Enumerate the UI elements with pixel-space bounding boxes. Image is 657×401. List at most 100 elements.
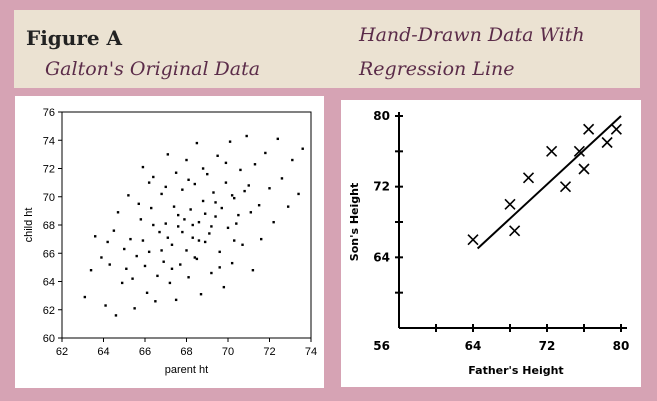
x-tick-label: 72 xyxy=(539,339,556,353)
data-point xyxy=(264,151,267,155)
data-point xyxy=(291,158,294,162)
data-point xyxy=(143,264,147,268)
data-point xyxy=(241,243,244,246)
data-point xyxy=(189,208,192,211)
data-point xyxy=(224,181,228,184)
data-point xyxy=(170,267,174,270)
data-point xyxy=(177,213,180,217)
data-point xyxy=(583,123,595,135)
data-point xyxy=(174,171,178,174)
right-chart-title-line1: Hand-Drawn Data With xyxy=(359,24,585,46)
data-point xyxy=(106,240,109,244)
data-point xyxy=(129,237,132,241)
data-point xyxy=(168,281,172,285)
data-point xyxy=(160,249,163,252)
data-point-stroke xyxy=(522,172,535,184)
data-point xyxy=(235,222,238,225)
galton-scatter-panel: 62 64 66 68 70 72 74 60 62 64 66 68 70 72 74 76 parent h… xyxy=(15,96,324,388)
data-point-stroke xyxy=(504,198,516,210)
data-point xyxy=(233,196,236,200)
data-point xyxy=(145,291,149,294)
data-point xyxy=(222,285,226,289)
data-point xyxy=(125,267,128,270)
data-point xyxy=(193,256,196,259)
data-point xyxy=(162,260,165,263)
data-point-stroke xyxy=(509,225,521,237)
data-point xyxy=(139,218,143,221)
data-point xyxy=(191,236,194,239)
data-point xyxy=(578,163,590,175)
data-point xyxy=(150,206,153,210)
y-tick-label: 74 xyxy=(43,135,55,147)
data-point xyxy=(89,269,93,272)
x-tick-label: 62 xyxy=(56,346,68,358)
data-point xyxy=(214,215,217,218)
data-point xyxy=(573,145,585,157)
data-point xyxy=(239,168,242,172)
data-point xyxy=(559,181,572,193)
data-point xyxy=(152,223,155,227)
data-point-stroke xyxy=(546,145,558,157)
data-point xyxy=(172,205,176,208)
data-point xyxy=(216,154,219,157)
data-point xyxy=(154,300,157,303)
data-point xyxy=(158,230,161,234)
data-point xyxy=(185,249,188,252)
data-point xyxy=(174,298,178,302)
data-point-stroke xyxy=(610,123,622,135)
right-chart-title-line2: Regression Line xyxy=(359,58,515,80)
data-point-stroke xyxy=(578,163,590,175)
data-point xyxy=(141,165,145,169)
data-point xyxy=(210,225,213,228)
data-point xyxy=(218,266,221,269)
data-point xyxy=(127,194,130,197)
data-point xyxy=(467,234,479,246)
data-point xyxy=(164,222,167,225)
data-point xyxy=(195,257,199,261)
x-tick-label: 74 xyxy=(305,346,317,358)
data-point xyxy=(179,263,182,266)
data-point xyxy=(206,172,209,176)
data-point xyxy=(224,161,228,165)
data-point xyxy=(230,261,234,265)
data-point xyxy=(210,271,213,275)
data-point xyxy=(147,250,151,254)
data-point xyxy=(276,137,279,141)
data-point xyxy=(199,293,203,296)
y-tick-label: 72 xyxy=(373,180,390,194)
data-point xyxy=(100,256,103,259)
data-point xyxy=(156,274,159,278)
data-point xyxy=(297,192,300,196)
x-axis-label: Father's Height xyxy=(468,364,563,377)
y-axis-label: child ht xyxy=(23,208,35,243)
data-point xyxy=(522,172,535,184)
x-tick-label: 64 xyxy=(465,339,482,353)
data-point xyxy=(177,225,180,228)
x-tick-label: 72 xyxy=(263,346,275,358)
data-point-stroke xyxy=(601,136,613,149)
data-point xyxy=(546,145,558,157)
data-point-stroke xyxy=(573,145,585,157)
y-tick-label: 62 xyxy=(43,305,55,317)
data-point xyxy=(83,295,87,299)
y-tick-label: 72 xyxy=(43,164,55,176)
y-tick-label: 76 xyxy=(43,107,55,119)
data-point xyxy=(195,141,199,145)
data-point xyxy=(187,178,190,181)
data-point xyxy=(243,189,246,193)
data-point xyxy=(251,269,255,272)
data-point-stroke xyxy=(583,123,595,135)
data-point xyxy=(247,184,250,187)
data-point xyxy=(131,277,134,280)
data-point xyxy=(185,158,188,162)
data-point xyxy=(301,147,304,150)
data-point xyxy=(120,281,124,285)
data-point xyxy=(249,211,253,214)
hand-drawn-scatter-plot: 64 72 80 56 64 72 80 Father's Height Son's Heigh… xyxy=(348,109,629,377)
data-point xyxy=(257,204,261,207)
data-point xyxy=(141,239,145,242)
data-point-stroke xyxy=(467,234,479,246)
data-point xyxy=(187,276,190,279)
plot-frame xyxy=(61,111,312,339)
